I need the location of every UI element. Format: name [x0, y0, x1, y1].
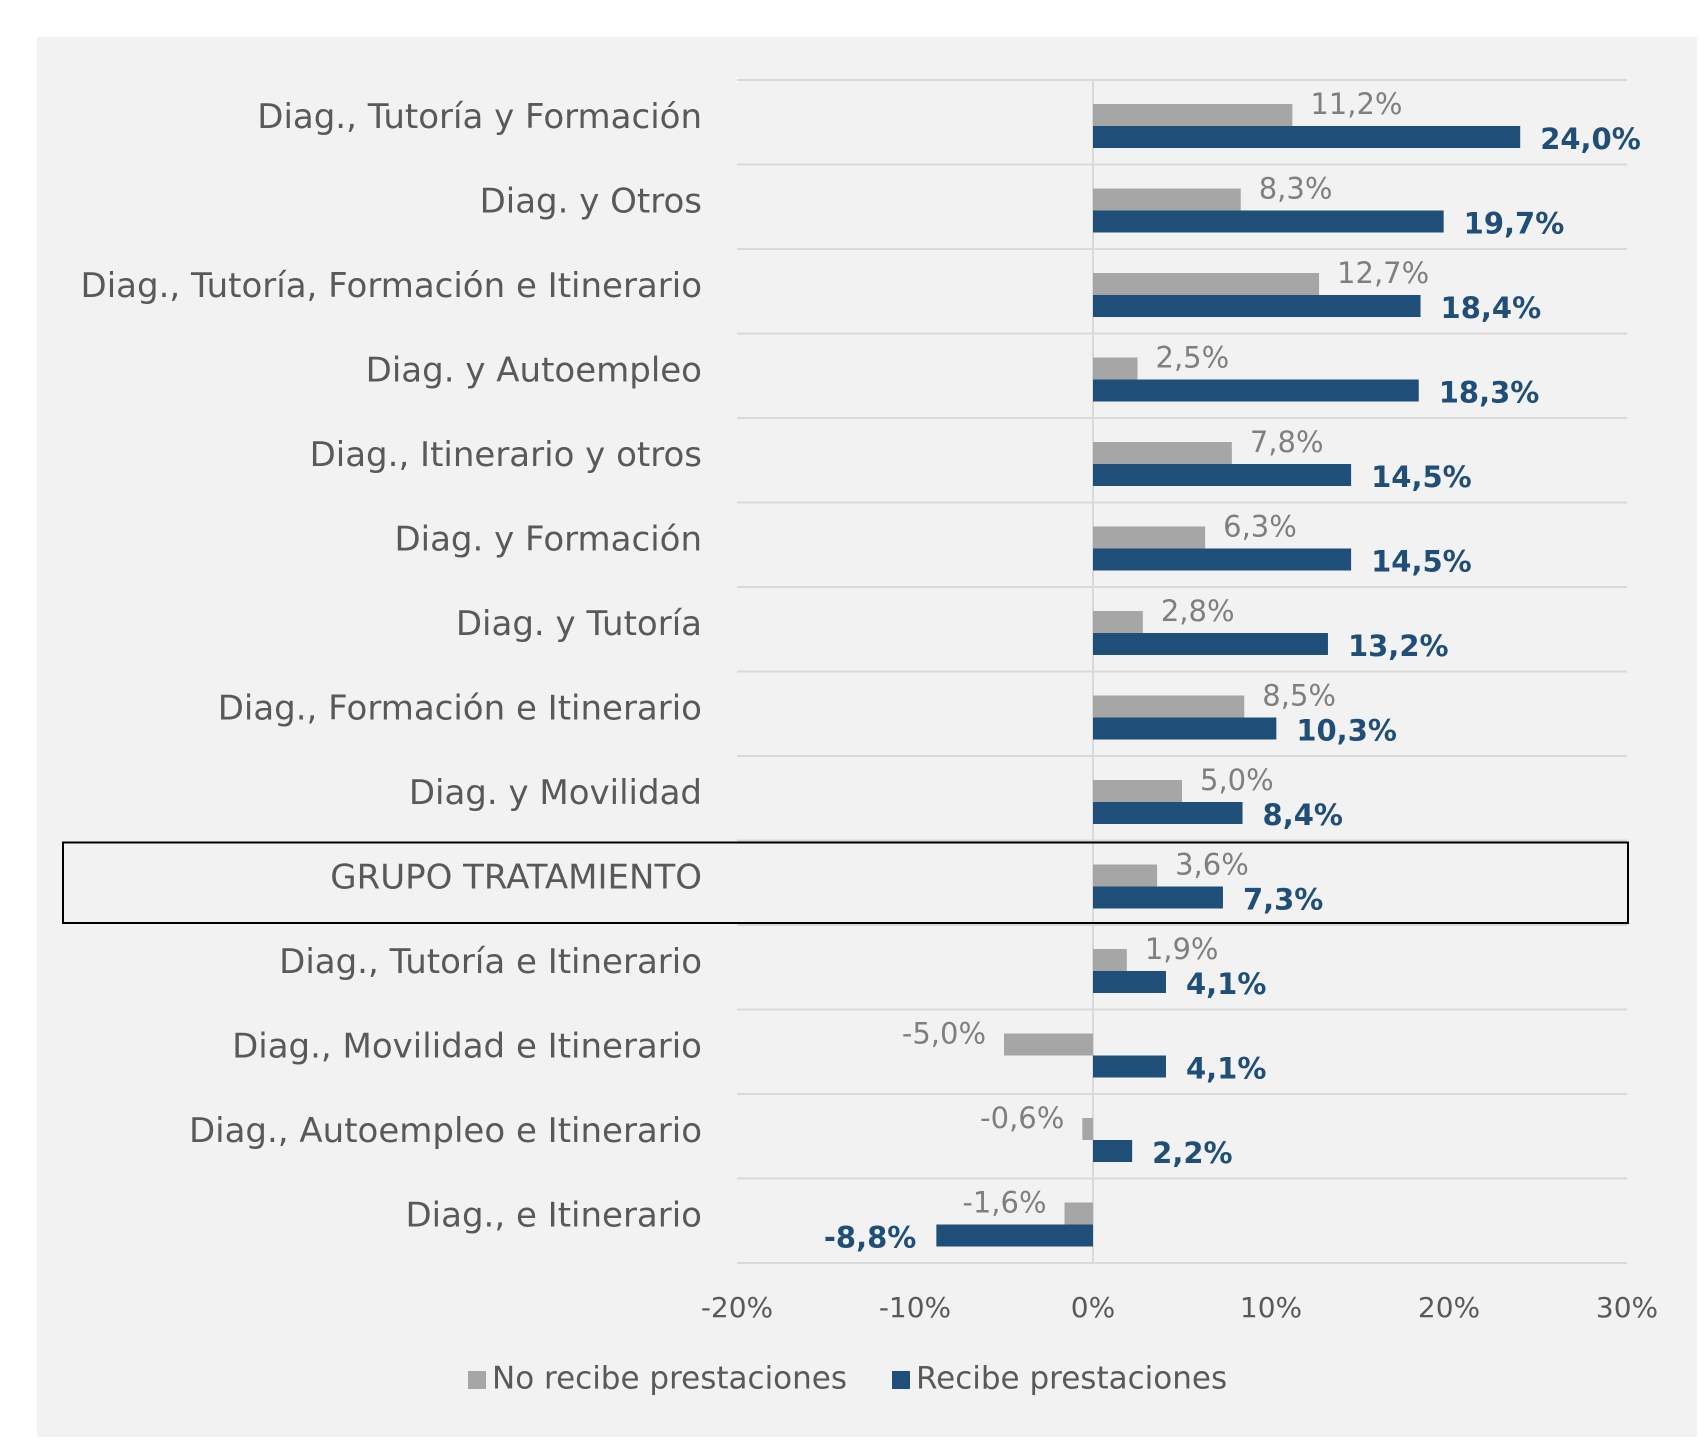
bar-no-recibe [1093, 188, 1241, 211]
bar-no-recibe [1064, 1202, 1093, 1225]
value-label-no-recibe: -0,6% [980, 1101, 1064, 1135]
bar-recibe [1093, 126, 1521, 148]
category-label: Diag., Formación e Itinerario [218, 688, 702, 728]
x-axis: -20% -10% 0% 10% 20% 30% [701, 1291, 1658, 1324]
category-label: GRUPO TRATAMIENTO [330, 857, 702, 897]
value-label-recibe: 2,2% [1152, 1136, 1232, 1170]
category-label: Diag. y Autoempleo [366, 350, 702, 390]
x-tick-label: -20% [701, 1291, 773, 1324]
value-label-no-recibe: -5,0% [902, 1017, 986, 1051]
category-label: Diag. y Tutoría [456, 604, 702, 644]
legend-swatch [468, 1371, 486, 1389]
x-tick-label: 0% [1071, 1291, 1115, 1324]
value-label-recibe: 13,2% [1348, 629, 1449, 663]
bar-no-recibe [1004, 1033, 1093, 1056]
value-label-no-recibe: 6,3% [1223, 510, 1297, 544]
value-label-recibe: 4,1% [1186, 967, 1266, 1001]
value-label-recibe: 24,0% [1540, 122, 1641, 156]
bar-no-recibe [1093, 780, 1182, 802]
bar-no-recibe [1093, 695, 1245, 718]
value-label-recibe: 14,5% [1371, 545, 1472, 579]
bar-no-recibe [1093, 104, 1293, 126]
bar-recibe [1093, 210, 1444, 233]
category-label: Diag., Itinerario y otros [310, 435, 702, 475]
bar-recibe [936, 1224, 1093, 1247]
highlight-box-layer [62, 841, 1629, 924]
value-label-recibe: 8,4% [1263, 798, 1343, 832]
bar-recibe [1093, 886, 1223, 909]
value-label-no-recibe: 12,7% [1337, 256, 1429, 290]
value-label-no-recibe: 5,0% [1200, 763, 1274, 797]
x-tick-label: 30% [1596, 1291, 1658, 1324]
bar-no-recibe [1093, 442, 1232, 464]
category-labels: Diag., Tutoría y Formación Diag. y Otros D… [81, 97, 702, 1236]
bar-recibe [1093, 295, 1421, 317]
bar-recibe [1093, 802, 1243, 824]
bar-no-recibe [1093, 273, 1320, 295]
value-label-recibe: 10,3% [1296, 714, 1397, 748]
value-labels: 11,2% 24,0% 8,3% 19,7% 12,7% 18,4% 2,5% 18,3% 7,… [824, 87, 1641, 1255]
bar-recibe [1093, 633, 1328, 655]
category-label: Diag., Autoempleo e Itinerario [189, 1111, 702, 1151]
category-label: Diag., Tutoría e Itinerario [279, 942, 702, 982]
category-label: Diag. y Otros [480, 181, 702, 221]
value-label-no-recibe: -1,6% [962, 1186, 1046, 1220]
value-label-no-recibe: 7,8% [1250, 425, 1324, 459]
bar-no-recibe [1093, 611, 1143, 633]
legend-label: Recibe prestaciones [916, 1361, 1227, 1397]
legend-swatch [892, 1371, 910, 1389]
value-label-recibe: 18,4% [1441, 291, 1542, 325]
bar-recibe [1093, 971, 1166, 993]
value-label-recibe: 18,3% [1439, 376, 1540, 410]
category-label: Diag. y Formación [394, 519, 702, 559]
value-label-no-recibe: 8,3% [1259, 172, 1333, 206]
bar-recibe [1093, 1140, 1133, 1162]
grid-lines [737, 79, 1627, 1264]
value-label-recibe: 7,3% [1243, 883, 1323, 917]
bar-no-recibe [1093, 949, 1127, 971]
value-label-no-recibe: 3,6% [1175, 848, 1249, 882]
bar-recibe [1093, 1055, 1166, 1078]
bar-no-recibe [1093, 357, 1138, 380]
value-label-no-recibe: 1,9% [1145, 932, 1219, 966]
legend: No recibe prestaciones Recibe prestacione… [468, 1361, 1227, 1397]
bar-recibe [1093, 548, 1352, 571]
value-label-recibe: 4,1% [1186, 1052, 1266, 1086]
bar-recibe [1093, 464, 1352, 486]
bar-chart: Diag., Tutoría y Formación Diag. y Otros D… [62, 79, 1658, 1397]
category-label: Diag., e Itinerario [405, 1195, 702, 1235]
value-label-no-recibe: 2,5% [1156, 341, 1230, 375]
bar-recibe [1093, 717, 1277, 740]
value-label-no-recibe: 11,2% [1310, 87, 1402, 121]
bar-no-recibe [1093, 526, 1206, 549]
bar-no-recibe [1093, 864, 1158, 887]
value-label-no-recibe: 8,5% [1262, 679, 1336, 713]
legend-label: No recibe prestaciones [492, 1361, 847, 1397]
x-tick-label: 20% [1418, 1291, 1480, 1324]
value-label-recibe: 19,7% [1464, 207, 1565, 241]
x-tick-label: 10% [1240, 1291, 1302, 1324]
category-label: Diag. y Movilidad [409, 773, 702, 813]
value-label-recibe: -8,8% [824, 1221, 916, 1255]
x-tick-label: -10% [879, 1291, 951, 1324]
highlight-box [62, 841, 1629, 924]
bar-recibe [1093, 379, 1419, 402]
category-label: Diag., Tutoría y Formación [257, 97, 702, 137]
category-label: Diag., Tutoría, Formación e Itinerario [81, 266, 702, 306]
chart-frame: Diag., Tutoría y Formación Diag. y Otros D… [37, 37, 1697, 1437]
bar-no-recibe [1082, 1118, 1093, 1140]
value-label-recibe: 14,5% [1371, 460, 1472, 494]
category-label: Diag., Movilidad e Itinerario [232, 1026, 702, 1066]
value-label-no-recibe: 2,8% [1161, 594, 1235, 628]
bars [936, 104, 1521, 1247]
